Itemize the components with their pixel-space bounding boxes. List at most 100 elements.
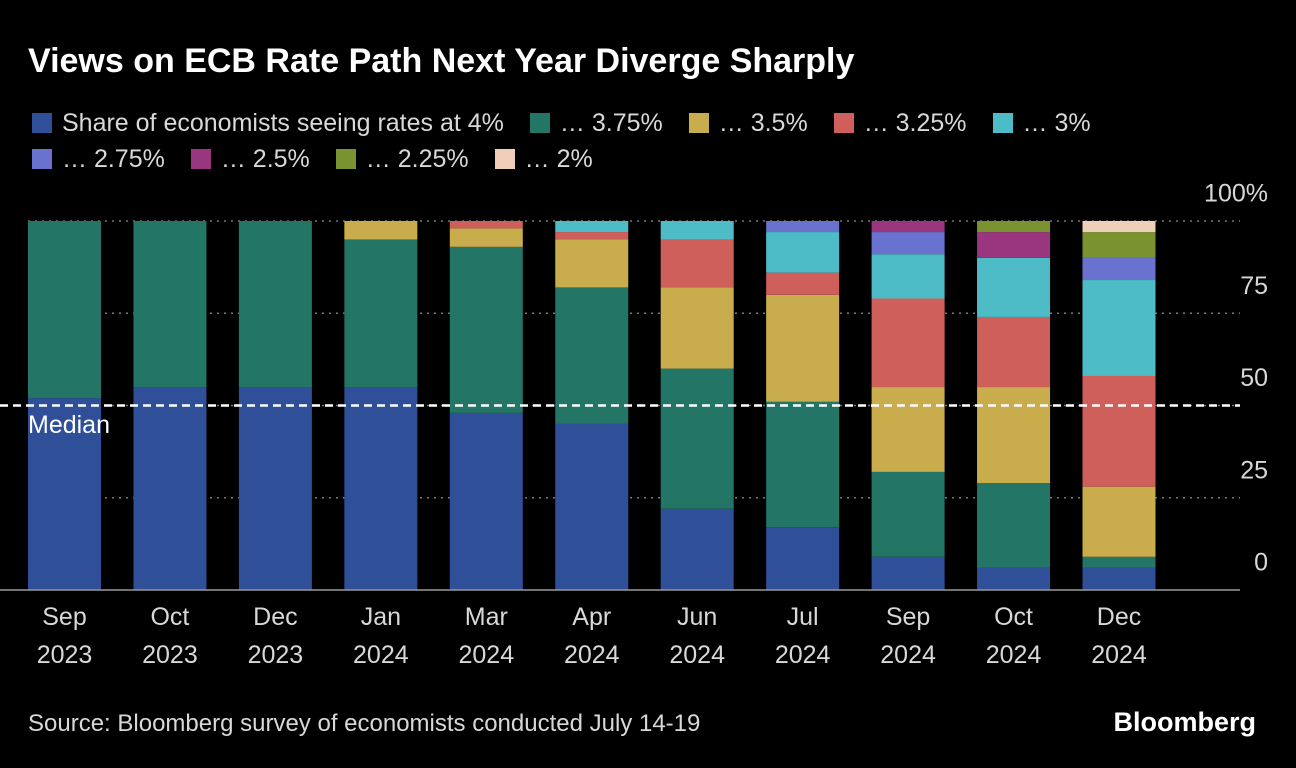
bar-segment (1082, 486, 1156, 557)
bar-segment (871, 232, 945, 255)
legend-item: … 3.75% (529, 108, 663, 138)
bar-segment (766, 232, 840, 273)
bar-segment (766, 294, 840, 402)
brand: Bloomberg (1113, 707, 1256, 737)
legend-label: … 2% (524, 144, 593, 173)
bar-segment (1082, 232, 1156, 258)
bar-segment (449, 412, 523, 590)
bar-segment (1082, 280, 1156, 376)
bar-segment (871, 387, 945, 472)
bar-segment (555, 239, 629, 288)
bar-segment (555, 423, 629, 590)
legend-swatch (529, 113, 550, 133)
legend-swatch (32, 149, 52, 169)
y-tick-label: 100% (1204, 180, 1268, 208)
legend-swatch (190, 149, 211, 169)
bar-segment (1082, 567, 1156, 590)
legend-label: … 3.5% (718, 108, 808, 137)
legend-item: … 3.25% (833, 108, 967, 138)
legend-item: … 2% (494, 144, 593, 174)
y-tick-label: 75 (1240, 272, 1268, 300)
bar-segment (977, 567, 1051, 590)
x-tick-label: Jan 2024 (353, 603, 409, 669)
legend-swatch (494, 149, 515, 169)
bar-segment (344, 221, 418, 240)
bar-segment (238, 387, 312, 590)
legend-label: … 2.75% (62, 144, 165, 173)
legend-swatch (833, 113, 854, 133)
legend-item: … 2.5% (190, 144, 310, 174)
x-tick-label: Dec 2024 (1091, 603, 1147, 669)
bar-segment (977, 316, 1051, 388)
bar-segment (766, 527, 840, 590)
legend-item: … 2.75% (32, 144, 165, 174)
bar-segment (555, 232, 629, 240)
bar-segment (871, 221, 945, 233)
bar-segment (660, 508, 734, 590)
bar-segment (977, 387, 1051, 483)
legend-label: … 2.5% (220, 144, 310, 173)
bar-segment (977, 221, 1051, 233)
legend-swatch (688, 113, 709, 133)
legend-label: … 2.25% (365, 144, 469, 173)
bar-segment (555, 287, 629, 424)
bar-segment (871, 471, 945, 557)
bar-segment (766, 401, 840, 528)
legend-item: … 2.25% (335, 144, 469, 174)
x-tick-label: Jul 2024 (774, 603, 831, 669)
source: Source: Bloomberg survey of economists c… (28, 710, 701, 737)
bar-segment (871, 556, 945, 590)
x-tick-label: Oct 2024 (985, 603, 1042, 669)
x-tick-label: Sep 2024 (880, 603, 936, 669)
bar-segment (28, 221, 101, 399)
bar-segment (449, 221, 523, 229)
bar-segment (871, 254, 945, 299)
legend: Share of economists seeing rates at 4% … … (32, 108, 1252, 174)
legend-item: Share of economists seeing rates at 4% (32, 108, 504, 138)
bar-segment (344, 387, 418, 590)
x-tick-label: Dec 2023 (247, 603, 304, 669)
bar-segment (28, 398, 101, 590)
bar-segment (449, 246, 523, 413)
x-tick-label: Apr 2024 (563, 603, 620, 669)
bar-segment (1082, 257, 1156, 281)
x-tick-label: Sep 2023 (36, 603, 93, 669)
y-tick-label: 50 (1240, 364, 1268, 392)
x-tick-label: Oct 2023 (142, 603, 198, 669)
chart-title: Views on ECB Rate Path Next Year Diverge… (28, 42, 855, 80)
legend-item: … 3.5% (688, 108, 808, 138)
bar-segment (660, 287, 734, 369)
bar-segment (555, 221, 629, 233)
bar-segment (977, 482, 1051, 568)
bar-segment (344, 239, 418, 388)
bar-segment (660, 239, 734, 288)
legend-item: … 3% (992, 108, 1091, 138)
legend-label: … 3.25% (863, 108, 967, 137)
bar-segment (660, 368, 734, 509)
bar-segment (766, 221, 840, 233)
x-tick-label: Mar 2024 (458, 603, 515, 669)
median-label: Median (28, 411, 110, 439)
y-tick-label: 25 (1240, 456, 1268, 484)
bar-segment (871, 298, 945, 388)
bar-segment (133, 221, 207, 388)
bar-segment (1082, 221, 1156, 233)
bar-segment (977, 232, 1051, 258)
bar-segment (449, 228, 523, 247)
legend-swatch (335, 149, 356, 169)
legend-swatch (32, 113, 52, 133)
bar-segment (238, 221, 312, 388)
bar-segment (977, 257, 1051, 317)
legend-label: … 3.75% (559, 108, 663, 137)
legend-label: Share of economists seeing rates at 4% (62, 108, 504, 137)
legend-label: … 3% (1022, 108, 1091, 137)
legend-swatch (992, 113, 1013, 133)
bar-segment (766, 272, 840, 295)
bar-segment (1082, 556, 1156, 568)
bar-segment (660, 221, 734, 240)
x-tick-label: Jun 2024 (669, 603, 725, 669)
bar-segment (1082, 375, 1156, 487)
y-tick-label: 0 (1254, 549, 1268, 577)
